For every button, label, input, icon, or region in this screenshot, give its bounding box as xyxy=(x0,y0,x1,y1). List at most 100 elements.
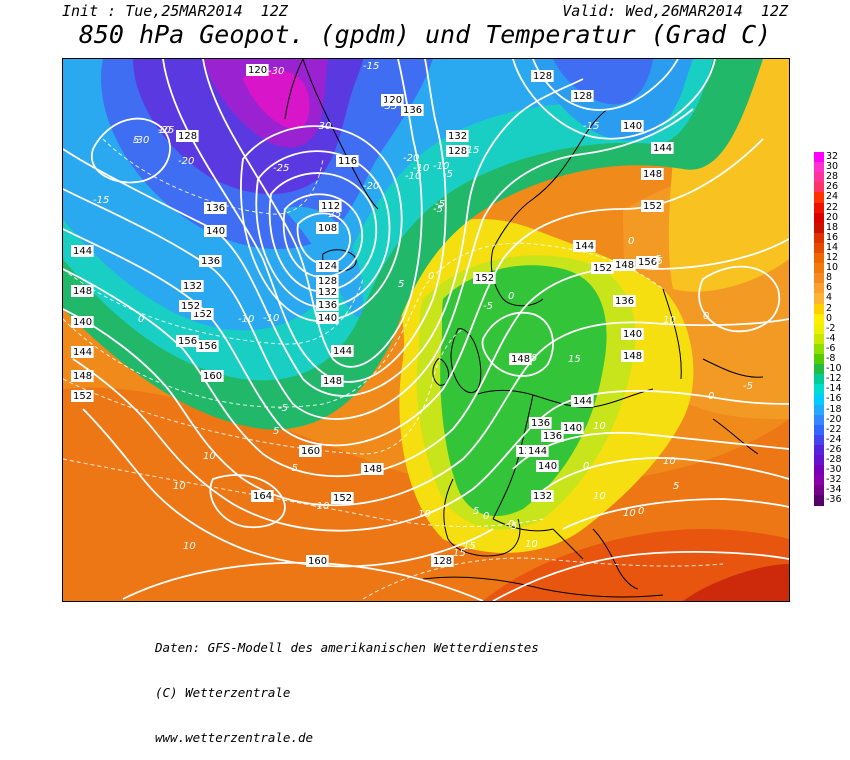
geopotential-label: 156 xyxy=(198,341,217,352)
geopotential-label-box xyxy=(541,430,564,442)
valid-time: Valid: Wed,26MAR2014 12Z xyxy=(562,2,788,20)
temperature-label: -30 xyxy=(315,121,331,132)
weather-map: 120 120 128 136 132 128 116 112 108 124 128 132 136 1… xyxy=(62,58,790,602)
isotherm-minus20 xyxy=(102,138,324,215)
legend-swatch xyxy=(814,495,824,506)
temperature-label: 5 xyxy=(531,353,537,364)
legend-swatch xyxy=(814,455,824,466)
legend-swatch xyxy=(814,323,824,335)
temperature-label: 10 xyxy=(173,481,186,492)
temperature-label: -20 xyxy=(363,181,379,192)
geopotential-label-box xyxy=(71,346,94,358)
temperature-label: 10 xyxy=(203,451,216,462)
temperature-label: -15 xyxy=(363,61,379,72)
legend-label: 26 xyxy=(826,181,839,193)
contour-128 xyxy=(202,59,423,368)
temperature-label: 15 xyxy=(453,548,466,559)
legend-label: -28 xyxy=(826,454,842,465)
legend-swatch xyxy=(814,293,824,304)
legend-label: 4 xyxy=(826,292,833,304)
geopotential-label: 152 xyxy=(181,301,200,312)
legend-label: 2 xyxy=(826,302,833,314)
geopotential-label: 128 xyxy=(178,131,197,142)
geopotential-contours xyxy=(63,59,789,601)
geopotential-label-box xyxy=(431,555,454,567)
legend-swatch xyxy=(814,273,824,284)
geopotential-label-box xyxy=(621,120,644,132)
legend-label: 0 xyxy=(826,312,833,324)
contour-112 xyxy=(282,193,364,278)
geopotential-label: 128 xyxy=(533,71,552,82)
temperature-label: -10 xyxy=(263,313,279,324)
geopotential-label-box xyxy=(176,335,199,347)
contour-124 xyxy=(240,125,403,322)
geopotential-label-box xyxy=(446,130,469,142)
contour-152 xyxy=(63,308,789,507)
contour-northeast-ring xyxy=(532,59,679,111)
geopotential-label-box xyxy=(176,130,199,142)
map-canvas: 1201201281361321281161121081241281321361… xyxy=(63,59,789,601)
legend-swatch xyxy=(814,485,824,496)
geopotential-label: 152 xyxy=(333,493,352,504)
geopotential-label: 136 xyxy=(531,418,550,429)
temperature-label: 0 xyxy=(638,506,644,517)
geopotential-label: 144 xyxy=(73,347,92,358)
temperature-label: 10 xyxy=(158,125,171,136)
color-legend: 32 30 28 26 24 22 20 18 16 14 12 10 8 6 4 2 0 -2 -4 -6 -8 -10… xyxy=(812,152,850,512)
legend-swatch xyxy=(814,222,824,234)
temperature-label: 10 xyxy=(525,539,538,550)
temp-zone-darkred-southeast xyxy=(683,564,789,601)
temperature-label: 5 xyxy=(273,426,279,437)
geopotential-label-box xyxy=(316,312,339,324)
legend-swatch xyxy=(814,263,824,274)
temp-zone-blue-east xyxy=(553,59,653,105)
geopotential-label: 148 xyxy=(643,169,662,180)
temperature-label: 10 xyxy=(183,541,196,552)
geopotential-label: 128 xyxy=(573,91,592,102)
temperature-label: -15 xyxy=(93,195,109,206)
isotherms xyxy=(63,138,724,600)
geopotential-label: 148 xyxy=(511,354,530,365)
legend-label: 32 xyxy=(826,151,839,162)
legend-label: -10 xyxy=(826,363,842,375)
geopotential-label: 144 xyxy=(575,241,594,252)
geopotential-label: 140 xyxy=(206,226,225,237)
legend-label: 22 xyxy=(826,201,839,213)
coast-italy xyxy=(592,528,639,590)
contour-148-southeast xyxy=(562,498,789,530)
geopotential-label-box xyxy=(71,245,94,257)
temperature-label: -25 xyxy=(325,209,341,220)
legend-swatch xyxy=(814,182,824,193)
temperature-label: 0 xyxy=(138,314,144,325)
geopotential-label-box xyxy=(571,90,594,102)
legend-label: 6 xyxy=(826,282,833,294)
geopotential-label-box xyxy=(299,445,322,457)
geopotential-label: 144 xyxy=(653,143,672,154)
geopotential-label: 132 xyxy=(183,281,202,292)
isotherm-5 xyxy=(63,328,464,455)
coast-scandinavia xyxy=(490,108,609,307)
legend-swatch xyxy=(814,374,824,385)
geopotential-label: 108 xyxy=(318,223,337,234)
geopotential-label-box xyxy=(591,262,614,274)
contour-120 xyxy=(255,150,391,308)
legend-label: -24 xyxy=(826,433,842,445)
legend-swatch xyxy=(814,394,824,405)
contour-136-low xyxy=(481,311,554,377)
temperature-label: -5 xyxy=(653,256,663,267)
temperature-label: -5 xyxy=(443,169,453,180)
legend-swatch xyxy=(814,465,824,476)
legend-swatch xyxy=(814,232,824,244)
temperature-label: -35 xyxy=(381,101,397,112)
geopotential-label-box xyxy=(636,256,659,268)
legend-label: -36 xyxy=(826,494,842,506)
credits: Daten: GFS-Modell des amerikanischen Wet… xyxy=(155,610,539,760)
legend-swatch xyxy=(814,253,824,264)
legend-label: -12 xyxy=(826,373,842,385)
legend-swatch xyxy=(814,354,824,365)
temperature-label: -10 xyxy=(413,163,429,174)
temperature-label: 15 xyxy=(568,354,581,365)
geopotential-label: 148 xyxy=(73,371,92,382)
geopotential-label-box xyxy=(71,285,94,297)
geopotential-label: 132 xyxy=(448,131,467,142)
